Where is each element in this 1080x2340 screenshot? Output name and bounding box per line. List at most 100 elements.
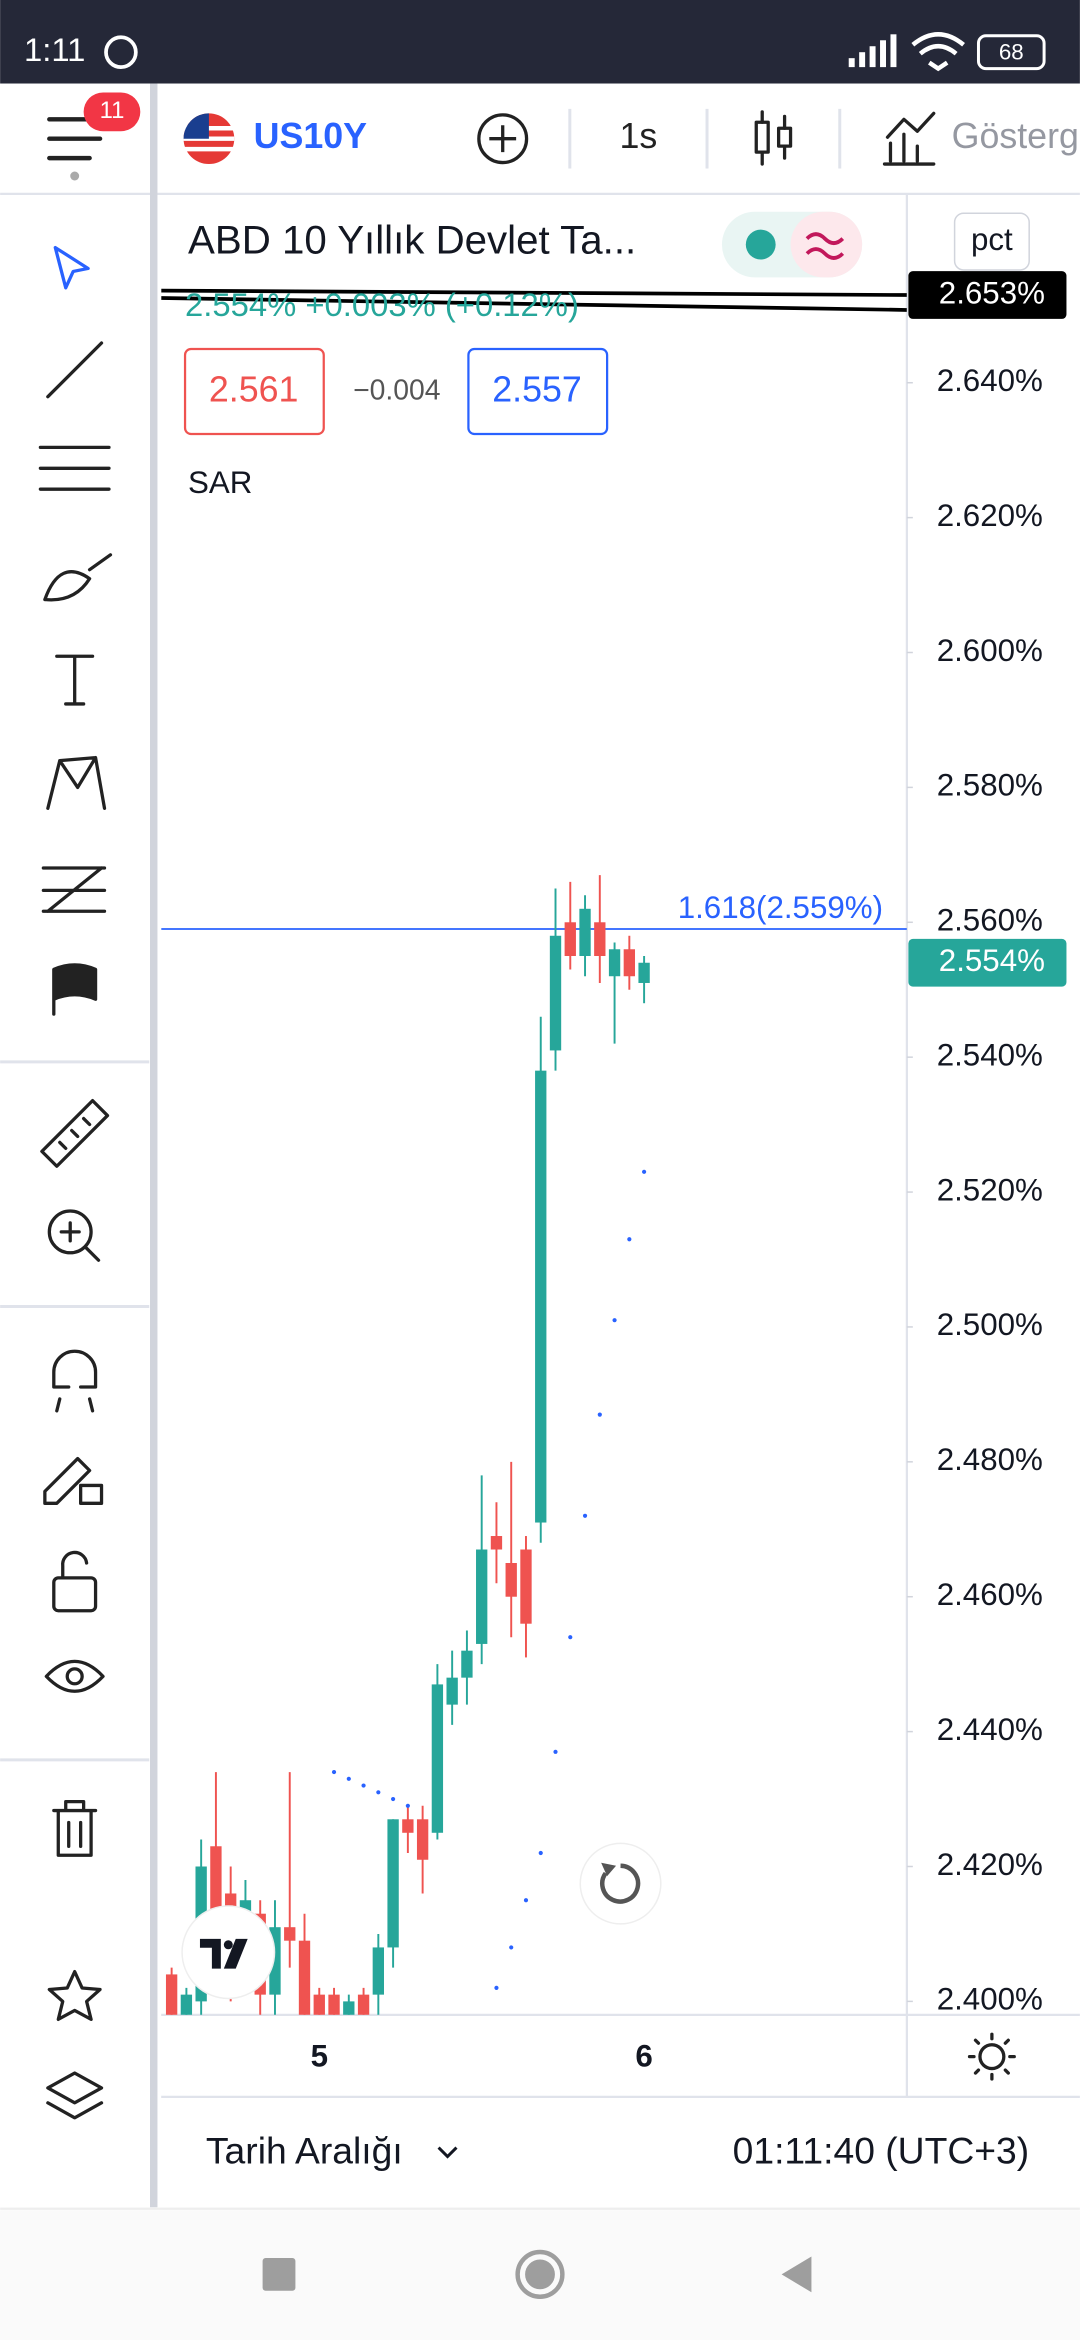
- trendline-tool[interactable]: [46, 341, 104, 399]
- menu-button[interactable]: [47, 117, 103, 181]
- drawn-line: [161, 288, 907, 312]
- sar-dot: [612, 1318, 617, 1323]
- indicators-icon[interactable]: [882, 111, 936, 166]
- candle-body: [549, 935, 562, 1051]
- candle-body: [165, 1974, 178, 2015]
- candle-body: [210, 1846, 222, 1914]
- brush-tool[interactable]: [43, 553, 113, 602]
- last-price-box: [908, 938, 1067, 987]
- instrument-title: ABD 10 Yıllık Devlet Ta...: [188, 218, 636, 263]
- ruler-tool[interactable]: [40, 1099, 110, 1168]
- sar-dot: [597, 1412, 602, 1417]
- candle-body: [313, 1994, 325, 2015]
- indicator-name: SAR: [188, 465, 252, 500]
- x-tick-label: 6: [635, 2038, 652, 2073]
- chart-type-button[interactable]: [754, 110, 793, 166]
- candle-body: [402, 1819, 414, 1833]
- symbol[interactable]: US10Y: [254, 116, 368, 156]
- candle-body: [357, 1994, 370, 2015]
- y-tick-label: 2.480%: [937, 1442, 1043, 1477]
- sar-dot: [405, 1803, 410, 1808]
- signal-icon: [848, 34, 897, 68]
- lock-drawings-tool[interactable]: [43, 1456, 92, 1505]
- delay-icon: [805, 232, 845, 260]
- candle-body: [476, 1549, 488, 1644]
- delete-tool[interactable]: [52, 1799, 98, 1857]
- plot-area: [161, 288, 907, 2015]
- date-range[interactable]: Tarih Aralığı: [206, 2129, 403, 2171]
- fib-tool[interactable]: [38, 445, 111, 491]
- sar-dot: [568, 1635, 573, 1640]
- candle-body: [328, 1994, 340, 2015]
- sar-dot: [331, 1769, 337, 1775]
- indicators-button[interactable]: Gösterg: [952, 116, 1079, 156]
- y-tick-label: 2.440%: [937, 1712, 1043, 1747]
- pattern-tool[interactable]: [46, 755, 107, 810]
- y-tick-label: 2.600%: [937, 633, 1043, 668]
- flag-tool[interactable]: [52, 963, 98, 1016]
- zoom-tool[interactable]: [47, 1209, 93, 1255]
- visibility-tool[interactable]: [44, 1659, 105, 1693]
- sar-dot: [361, 1783, 366, 1788]
- last-price: 2.554%: [939, 943, 1045, 978]
- settings-button[interactable]: [967, 2032, 1016, 2081]
- lock-tool[interactable]: [52, 1576, 98, 1613]
- battery-level: 68: [999, 40, 1024, 65]
- x-tick-label: 5: [311, 2038, 328, 2073]
- candle-body: [608, 949, 621, 977]
- home-button[interactable]: [515, 2249, 565, 2299]
- bid: 2.561: [209, 370, 299, 410]
- badge-count: 11: [100, 97, 125, 124]
- candle-body: [431, 1684, 444, 1833]
- y-tick-label: 2.580%: [937, 768, 1043, 803]
- candle-body: [298, 1940, 311, 2015]
- delay-chip: [790, 211, 863, 278]
- sar-dot: [642, 1169, 647, 1174]
- ask-box[interactable]: [467, 347, 609, 436]
- alarm-icon: [104, 35, 138, 69]
- projection-tool[interactable]: [41, 866, 107, 913]
- interval[interactable]: 1s: [620, 116, 658, 156]
- candle-body: [416, 1819, 429, 1860]
- candle-body: [239, 1900, 252, 1914]
- reset-button[interactable]: [579, 1842, 662, 1925]
- candle-body: [372, 1947, 384, 1995]
- y-tick-label: 2.500%: [937, 1307, 1043, 1342]
- candle-body: [387, 1819, 399, 1948]
- sar-dot: [553, 1749, 558, 1754]
- drawing-tools: [38, 245, 113, 2120]
- sar-dot: [346, 1776, 351, 1781]
- sar-dot: [627, 1237, 632, 1242]
- sar-dot: [376, 1790, 381, 1795]
- sar-dot: [523, 1898, 529, 1903]
- candle-body: [284, 1927, 296, 1941]
- ask: 2.557: [492, 370, 582, 410]
- level-price-box: [908, 271, 1067, 319]
- layers-tool[interactable]: [46, 2071, 104, 2120]
- clock-utc[interactable]: 01:11:40 (UTC+3): [733, 2129, 1030, 2171]
- y-tick-label: 2.620%: [937, 498, 1043, 533]
- candle-body: [535, 1070, 547, 1523]
- candle-body: [579, 908, 591, 957]
- candle-body: [343, 2001, 355, 2015]
- spread: −0.004: [353, 375, 440, 407]
- favorites-tool[interactable]: [47, 1969, 102, 2021]
- scale-mode-button[interactable]: [953, 212, 1030, 271]
- market-open-dot: [745, 229, 776, 260]
- candle-body: [269, 1927, 281, 1995]
- y-tick-label: 2.560%: [937, 903, 1043, 938]
- cursor-tool[interactable]: [53, 245, 90, 290]
- add-button[interactable]: [477, 113, 529, 165]
- back-button[interactable]: [781, 2256, 812, 2293]
- text-tool[interactable]: [55, 654, 95, 706]
- bid-box[interactable]: [183, 347, 325, 436]
- recents-button[interactable]: [262, 2257, 296, 2291]
- candle-body: [180, 1994, 193, 2015]
- wifi-icon: [911, 32, 965, 72]
- magnet-tool[interactable]: [52, 1349, 98, 1413]
- y-tick-label: 2.640%: [937, 363, 1043, 398]
- status-bar: [0, 0, 1080, 84]
- sar-dot: [494, 1985, 499, 1990]
- candle-body: [623, 949, 636, 977]
